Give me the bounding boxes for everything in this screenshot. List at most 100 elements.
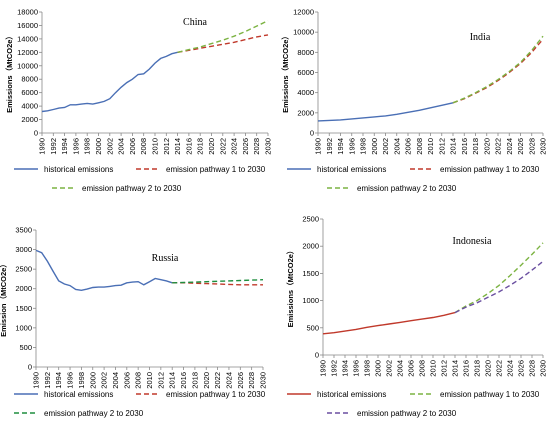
- legend-label: historical emissions: [317, 390, 386, 399]
- x-tick-label: 2016: [184, 138, 193, 155]
- x-tick-label: 2030: [259, 372, 268, 389]
- x-tick-label: 2006: [122, 372, 131, 389]
- legend-item: historical emissions: [14, 390, 113, 399]
- x-tick-label: 2018: [196, 138, 205, 155]
- x-tick-label: 2028: [247, 372, 256, 389]
- series-line-1: [41, 51, 178, 113]
- y-tick-label: 500: [306, 323, 319, 332]
- legend-item: historical emissions: [287, 390, 386, 399]
- legend-item: emission pathway 2 to 2030: [14, 409, 144, 418]
- x-tick-label: 1990: [38, 138, 47, 155]
- x-tick-label: 2020: [207, 138, 216, 155]
- y-tick-label: 3500: [15, 226, 32, 235]
- legend-item: emission pathway 2 to 2030: [52, 184, 182, 193]
- x-tick-label: 2028: [527, 138, 536, 155]
- legend-item: emission pathway 2 to 2030: [327, 184, 457, 193]
- y-tick-label: 2500: [15, 265, 32, 274]
- y-tick-label: 2500: [302, 215, 319, 224]
- legend-label: emission pathway 2 to 2030: [357, 184, 457, 193]
- x-tick-label: 2028: [528, 360, 537, 377]
- y-tick-label: 0: [310, 129, 314, 138]
- y-tick-label: 8000: [297, 48, 314, 57]
- series-line-1: [322, 311, 456, 335]
- x-tick-label: 2020: [482, 138, 491, 155]
- x-tick-label: 2000: [88, 372, 97, 389]
- legend-label: historical emissions: [44, 165, 113, 174]
- x-tick-label: 2026: [236, 372, 245, 389]
- x-tick-label: 1994: [336, 138, 345, 155]
- x-tick-label: 1994: [60, 138, 69, 155]
- x-tick-label: 1992: [43, 372, 52, 389]
- y-tick-label: 2000: [21, 115, 38, 124]
- x-tick-label: 2024: [505, 138, 514, 155]
- x-tick-label: 1994: [341, 360, 350, 377]
- x-tick-label: 2006: [128, 138, 137, 155]
- x-tick-label: 2012: [162, 138, 171, 155]
- legend-label: historical emissions: [44, 390, 113, 399]
- chart-panel-1: 0 2000 4000 6000 8000 10000 12000 14000 16000 180…: [4, 8, 273, 194]
- x-tick-label: 2008: [415, 138, 424, 155]
- legend-label: emission pathway 1 to 2030: [166, 165, 266, 174]
- legend-label: emission pathway 2 to 2030: [82, 184, 182, 193]
- x-tick-label: 2030: [539, 138, 548, 155]
- series-line-2: [452, 38, 544, 104]
- y-tick-label: 16000: [17, 21, 38, 30]
- legend-label: emission pathway 2 to 2030: [357, 409, 457, 418]
- y-tick-label: 4000: [21, 102, 38, 111]
- x-tick-label: 2006: [407, 360, 416, 377]
- x-tick-label: 2004: [111, 372, 120, 389]
- x-tick-label: 2002: [100, 372, 109, 389]
- legend-item: emission pathway 1 to 2030: [136, 165, 266, 174]
- legend-item: historical emissions: [14, 165, 113, 174]
- x-tick-label: 2010: [429, 360, 438, 377]
- x-tick-label: 2018: [473, 360, 482, 377]
- x-tick-label: 2004: [396, 360, 405, 377]
- legend-item: emission pathway 2 to 2030: [327, 409, 457, 418]
- y-tick-label: 0: [34, 129, 38, 138]
- x-tick-label: 2004: [117, 138, 126, 155]
- x-tick-label: 2018: [471, 138, 480, 155]
- y-tick-label: 10000: [293, 28, 314, 37]
- series-line-3: [452, 35, 544, 104]
- y-tick-label: 2000: [297, 108, 314, 117]
- legend-label: emission pathway 2 to 2030: [44, 409, 144, 418]
- x-tick-label: 2022: [495, 360, 504, 377]
- y-tick-label: 500: [19, 343, 32, 352]
- y-tick-label: 0: [28, 363, 32, 372]
- x-tick-label: 2002: [381, 138, 390, 155]
- x-tick-label: 2004: [392, 138, 401, 155]
- x-tick-label: 2024: [224, 372, 233, 389]
- y-tick-label: 12000: [17, 48, 38, 57]
- x-tick-label: 1996: [352, 360, 361, 377]
- x-tick-label: 2000: [370, 138, 379, 155]
- x-tick-label: 2026: [517, 360, 526, 377]
- y-tick-label: 2000: [302, 242, 319, 251]
- x-tick-label: 2014: [173, 138, 182, 155]
- series-line-1: [35, 249, 173, 292]
- series-line-3: [172, 279, 264, 284]
- x-tick-label: 1992: [325, 138, 334, 155]
- x-tick-label: 2014: [451, 360, 460, 377]
- x-tick-label: 2026: [516, 138, 525, 155]
- y-tick-label: 18000: [17, 8, 38, 17]
- y-tick-label: 10000: [17, 61, 38, 70]
- x-tick-label: 2002: [385, 360, 394, 377]
- x-tick-label: 1996: [347, 138, 356, 155]
- x-tick-label: 2008: [134, 372, 143, 389]
- x-tick-label: 1990: [319, 360, 328, 377]
- y-tick-label: 1000: [302, 296, 319, 305]
- x-tick-label: 1998: [77, 372, 86, 389]
- x-tick-label: 2024: [230, 138, 239, 155]
- legend-label: emission pathway 1 to 2030: [166, 390, 266, 399]
- series-line-2: [177, 34, 269, 53]
- x-tick-label: 2010: [145, 372, 154, 389]
- x-tick-label: 2014: [168, 372, 177, 389]
- x-tick-label: 1992: [49, 138, 58, 155]
- y-axis-label: Emissions（MtCO2e）: [4, 32, 14, 113]
- x-tick-label: 1996: [71, 138, 80, 155]
- x-tick-label: 2008: [418, 360, 427, 377]
- series-line-2: [172, 282, 263, 286]
- x-tick-label: 1998: [359, 138, 368, 155]
